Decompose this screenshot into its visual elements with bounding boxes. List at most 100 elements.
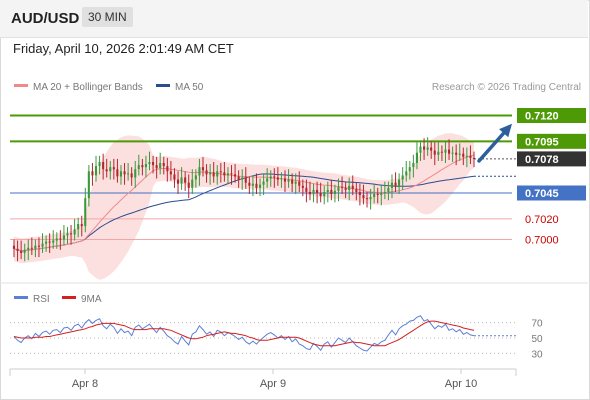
moving-averages bbox=[13, 154, 475, 252]
candle bbox=[173, 168, 176, 188]
candle bbox=[20, 240, 23, 260]
candle bbox=[298, 171, 301, 192]
candle bbox=[269, 170, 272, 187]
timeframe-badge[interactable]: 30 MIN bbox=[82, 7, 133, 27]
candle bbox=[323, 185, 326, 205]
rsi-line bbox=[13, 315, 475, 352]
ma20-line bbox=[13, 154, 475, 252]
candle bbox=[319, 182, 322, 203]
candle bbox=[87, 165, 90, 207]
level-label-support: 0.7020 bbox=[525, 214, 559, 226]
candle bbox=[230, 165, 233, 185]
candle bbox=[433, 142, 436, 166]
x-axis-tick-label: Apr 10 bbox=[445, 378, 477, 390]
candle bbox=[458, 143, 461, 161]
candle bbox=[73, 218, 76, 241]
candle bbox=[259, 178, 262, 197]
header-bar: AUD/USD 30 MIN bbox=[0, 0, 588, 38]
candle bbox=[80, 215, 83, 237]
candle bbox=[369, 188, 372, 210]
copyright-label: Research © 2026 Trading Central bbox=[432, 82, 581, 93]
ma9-legend-swatch bbox=[62, 296, 76, 299]
candle bbox=[66, 227, 69, 244]
candle bbox=[194, 169, 197, 188]
candle bbox=[262, 173, 265, 196]
level-label-resistance: 0.7095 bbox=[517, 133, 586, 149]
candle bbox=[23, 243, 26, 262]
candle bbox=[266, 168, 269, 188]
candle bbox=[98, 155, 101, 175]
candle bbox=[198, 158, 201, 186]
candle bbox=[102, 153, 105, 180]
candle bbox=[333, 184, 336, 203]
rsi-legend-label: RSI bbox=[33, 294, 50, 305]
candle bbox=[137, 154, 140, 176]
candle bbox=[387, 181, 390, 201]
candle bbox=[308, 181, 311, 201]
candle bbox=[472, 151, 475, 168]
candle bbox=[351, 175, 354, 196]
candle bbox=[255, 173, 258, 195]
candle bbox=[216, 165, 219, 185]
candle bbox=[169, 160, 172, 181]
candle bbox=[326, 181, 329, 203]
candle bbox=[444, 141, 447, 164]
candle bbox=[27, 239, 30, 261]
candle bbox=[465, 147, 468, 168]
candle bbox=[177, 171, 180, 195]
symbol-title: AUD/USD bbox=[11, 10, 80, 27]
candle bbox=[205, 164, 208, 183]
candle bbox=[34, 239, 37, 258]
candle bbox=[212, 162, 215, 183]
candle bbox=[276, 167, 279, 186]
rsi-legend: RSI 9MA bbox=[14, 294, 102, 305]
candle bbox=[401, 167, 404, 190]
price-levels bbox=[10, 114, 512, 240]
candle bbox=[52, 230, 55, 249]
candle bbox=[30, 237, 33, 255]
candle bbox=[70, 225, 73, 245]
candle bbox=[312, 183, 315, 203]
svg-text:0.7078: 0.7078 bbox=[525, 154, 559, 166]
candle bbox=[440, 145, 443, 161]
candle bbox=[226, 167, 229, 184]
candle bbox=[244, 167, 247, 189]
candle bbox=[348, 177, 351, 201]
candle bbox=[366, 191, 369, 208]
candle bbox=[380, 184, 383, 206]
rsi-panel: 70 50 30 bbox=[10, 315, 543, 360]
x-axis-tick-label: Apr 9 bbox=[260, 378, 286, 390]
level-label-pivot: 0.7045 bbox=[517, 185, 586, 201]
rsi-tick-label: 70 bbox=[531, 319, 543, 330]
candle bbox=[423, 138, 426, 160]
candle bbox=[405, 160, 408, 182]
candle bbox=[362, 184, 365, 205]
candle bbox=[412, 154, 415, 178]
candle bbox=[116, 158, 119, 183]
bollinger-band-fill bbox=[14, 133, 474, 280]
candle bbox=[37, 237, 40, 258]
candle bbox=[134, 160, 137, 188]
candle bbox=[394, 172, 397, 192]
rsi-ma9-line bbox=[13, 320, 475, 347]
candle bbox=[430, 141, 433, 159]
candle bbox=[112, 158, 115, 180]
projection-arrow bbox=[477, 123, 512, 163]
svg-text:0.7120: 0.7120 bbox=[525, 111, 559, 123]
rsi-tick-label: 30 bbox=[531, 349, 543, 360]
candle bbox=[301, 179, 304, 197]
candle bbox=[155, 156, 158, 179]
candle bbox=[45, 235, 48, 252]
candle bbox=[109, 160, 112, 180]
price-labels: 0.7120 0.7095 0.7045 0.7020 0.7000 0.7078 bbox=[517, 108, 586, 247]
candle bbox=[241, 169, 244, 190]
candle bbox=[48, 233, 51, 253]
candle bbox=[337, 178, 340, 202]
candle bbox=[373, 183, 376, 204]
candle bbox=[390, 174, 393, 199]
candle bbox=[451, 146, 454, 162]
candle bbox=[55, 232, 58, 249]
candle bbox=[287, 169, 290, 188]
candle bbox=[398, 173, 401, 195]
candle bbox=[144, 155, 147, 178]
